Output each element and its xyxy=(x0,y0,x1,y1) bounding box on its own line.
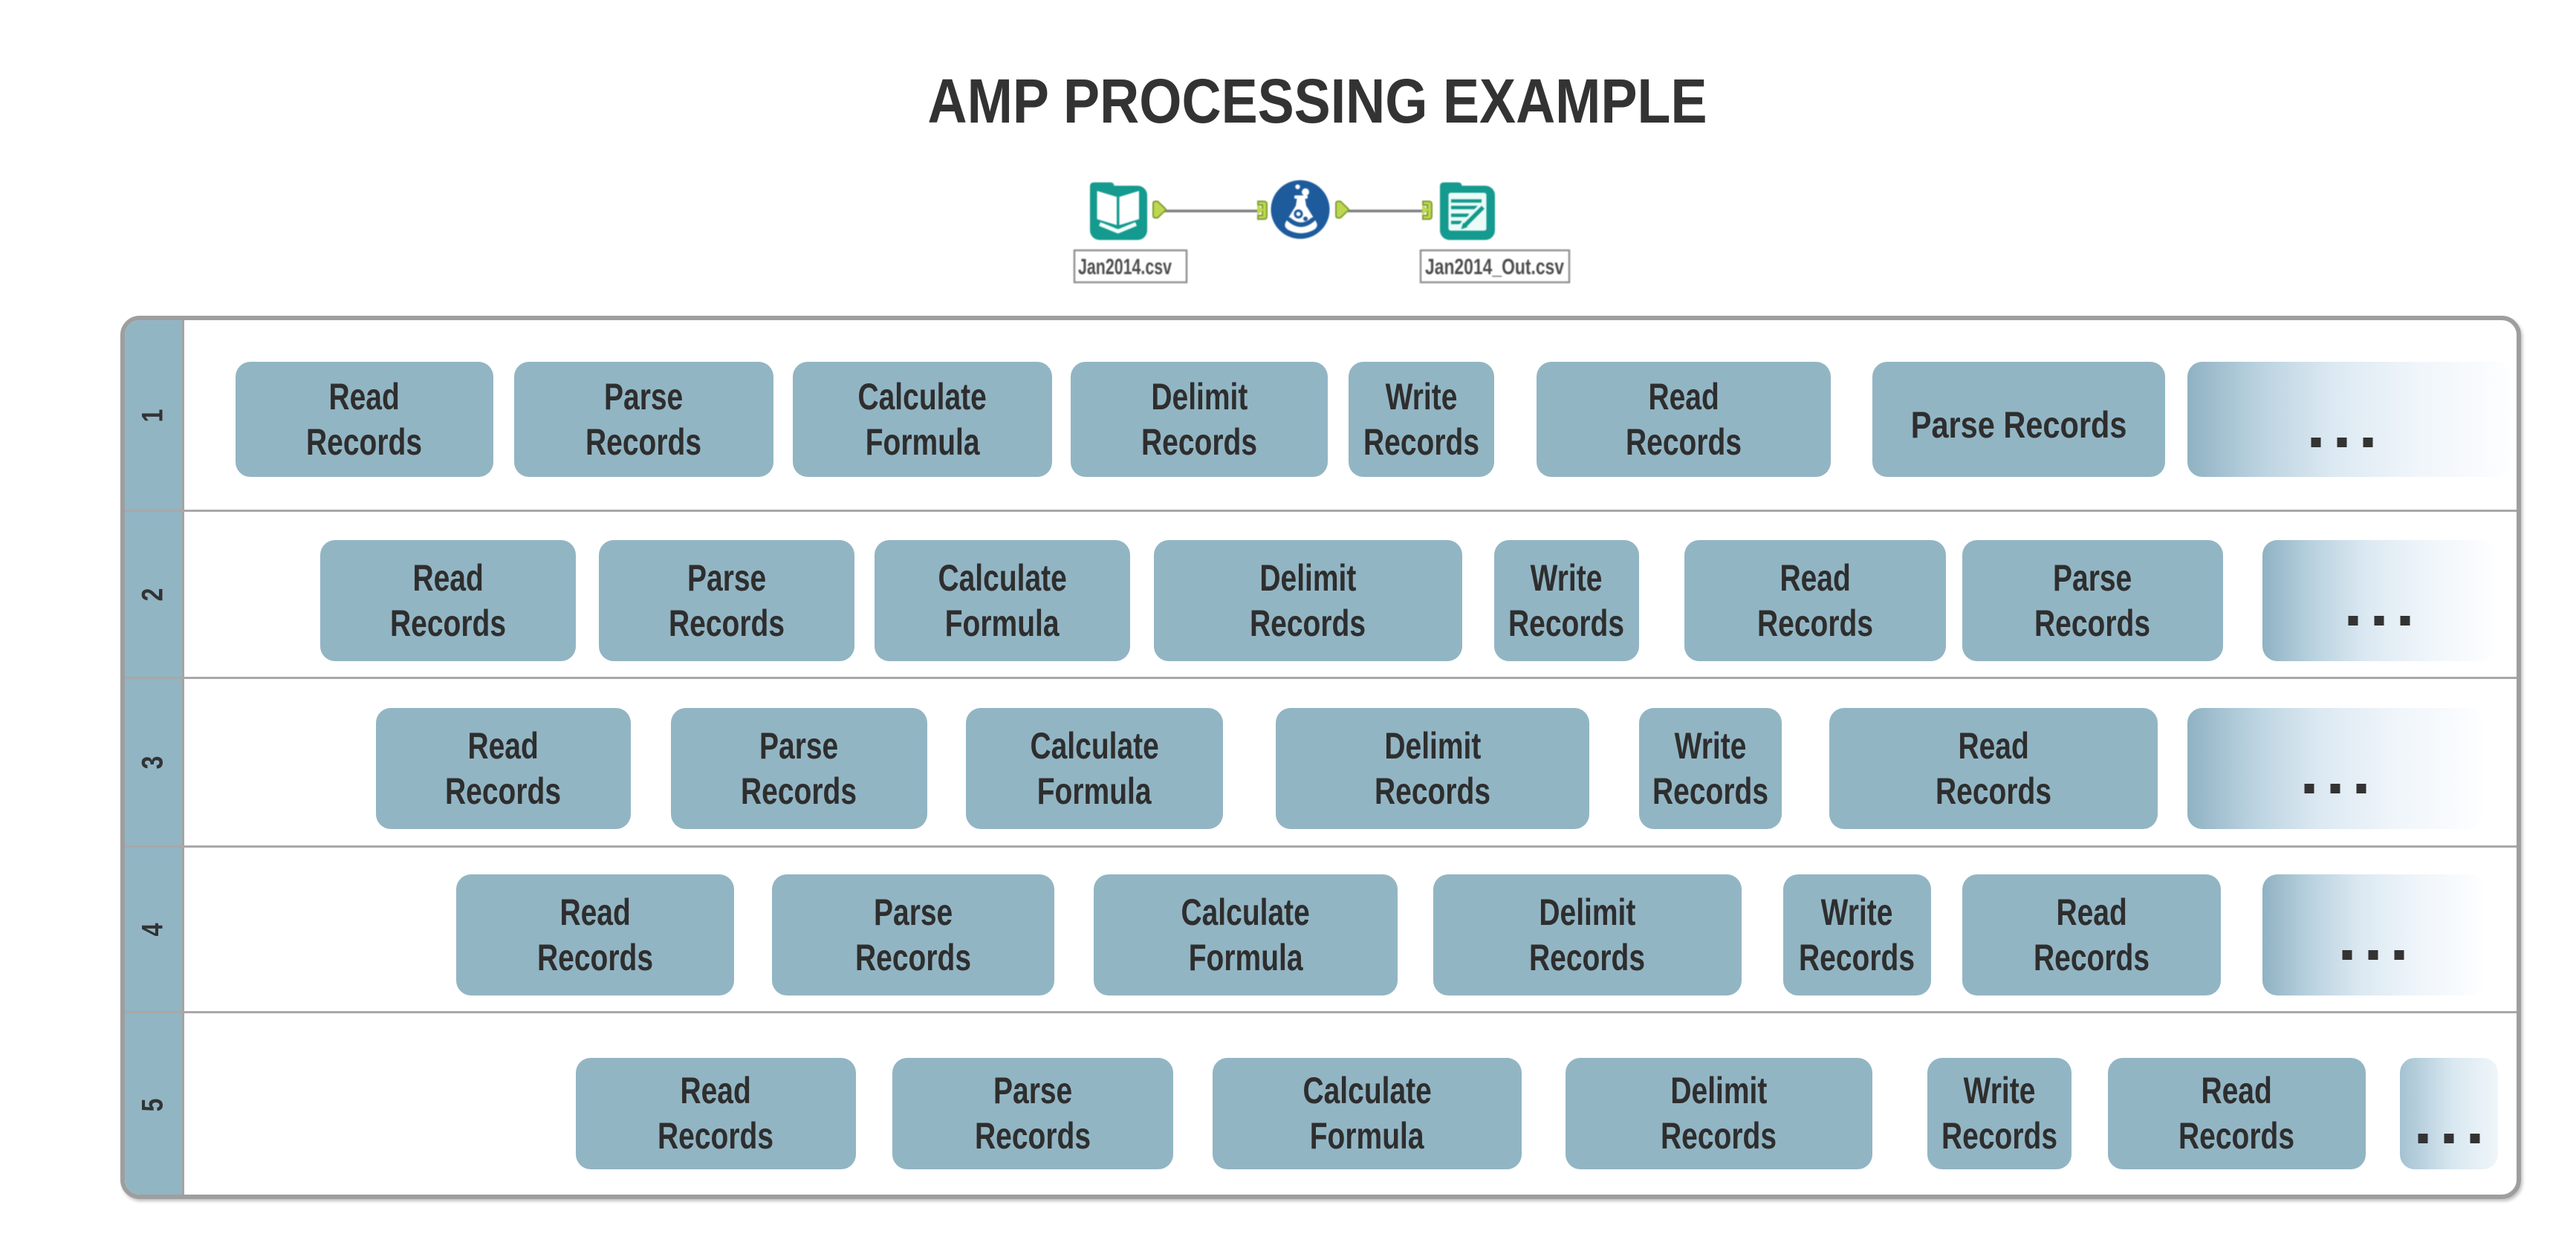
svg-text:Jan2014_Out.csv: Jan2014_Out.csv xyxy=(1425,255,1564,279)
svg-text:AMP PROCESSING EXAMPLE: AMP PROCESSING EXAMPLE xyxy=(928,66,1707,136)
svg-text:Jan2014.csv: Jan2014.csv xyxy=(1078,255,1172,279)
